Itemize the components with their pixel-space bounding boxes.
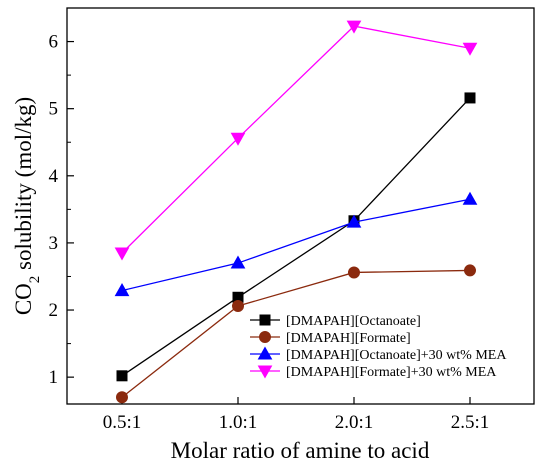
y-tick-label: 3: [49, 233, 59, 254]
series-4: [114, 20, 478, 261]
data-point: [348, 266, 360, 279]
legend-marker: [259, 314, 271, 326]
data-point: [116, 391, 128, 404]
data-point: [116, 370, 128, 382]
x-tick-label: 2.0:1: [335, 412, 374, 433]
legend-marker: [257, 365, 273, 379]
y-tick-label: 1: [49, 367, 59, 388]
y-tick-label: 2: [49, 300, 59, 321]
x-tick-label: 2.5:1: [451, 412, 490, 433]
data-point: [346, 214, 362, 228]
series-3: [114, 191, 478, 297]
y-tick-label: 4: [49, 166, 59, 187]
data-point: [462, 42, 478, 56]
y-axis-title-rest: solubility (mol/kg): [11, 97, 36, 276]
data-point: [114, 247, 130, 261]
data-point: [462, 191, 478, 205]
legend-marker: [259, 331, 271, 343]
y-tick-label: 5: [49, 99, 59, 120]
data-point: [230, 255, 246, 269]
plot-frame: [66, 7, 535, 405]
y-axis-title: CO2 solubility (mol/kg): [11, 97, 43, 315]
series-2: [116, 264, 476, 404]
x-tick-label: 0.5:1: [103, 412, 142, 433]
series-line: [121, 198, 471, 292]
y-axis-title-subscript: 2: [27, 276, 43, 284]
data-point: [464, 264, 476, 277]
data-point: [346, 20, 362, 34]
x-axis-title: Molar ratio of amine to acid: [171, 438, 430, 463]
y-tick-label: 6: [49, 32, 59, 53]
series-line: [121, 97, 471, 377]
series-line: [121, 269, 471, 398]
y-axis-title-main: CO: [11, 283, 36, 315]
legend: [DMAPAH][Octanoate] [DMAPAH][Formate] [DMA…: [250, 314, 507, 380]
series-layer: [114, 20, 478, 404]
x-axis: 0.5:1 1.0:1 2.0:1 2.5:1: [103, 397, 490, 433]
data-point: [114, 283, 130, 297]
legend-marker: [257, 346, 273, 360]
series-line: [121, 25, 471, 254]
legend-label: [DMAPAH][Octanoate]: [286, 314, 421, 329]
data-point: [232, 300, 244, 313]
y-axis: 1 2 3 4 5 6: [49, 32, 74, 388]
data-point: [464, 92, 476, 104]
data-point: [230, 132, 246, 146]
legend-label: [DMAPAH][Formate]+30 wt% MEA: [286, 365, 497, 380]
x-tick-label: 1.0:1: [219, 412, 258, 433]
legend-label: [DMAPAH][Octanoate]+30 wt% MEA: [286, 348, 507, 363]
legend-label: [DMAPAH][Formate]: [286, 331, 411, 346]
